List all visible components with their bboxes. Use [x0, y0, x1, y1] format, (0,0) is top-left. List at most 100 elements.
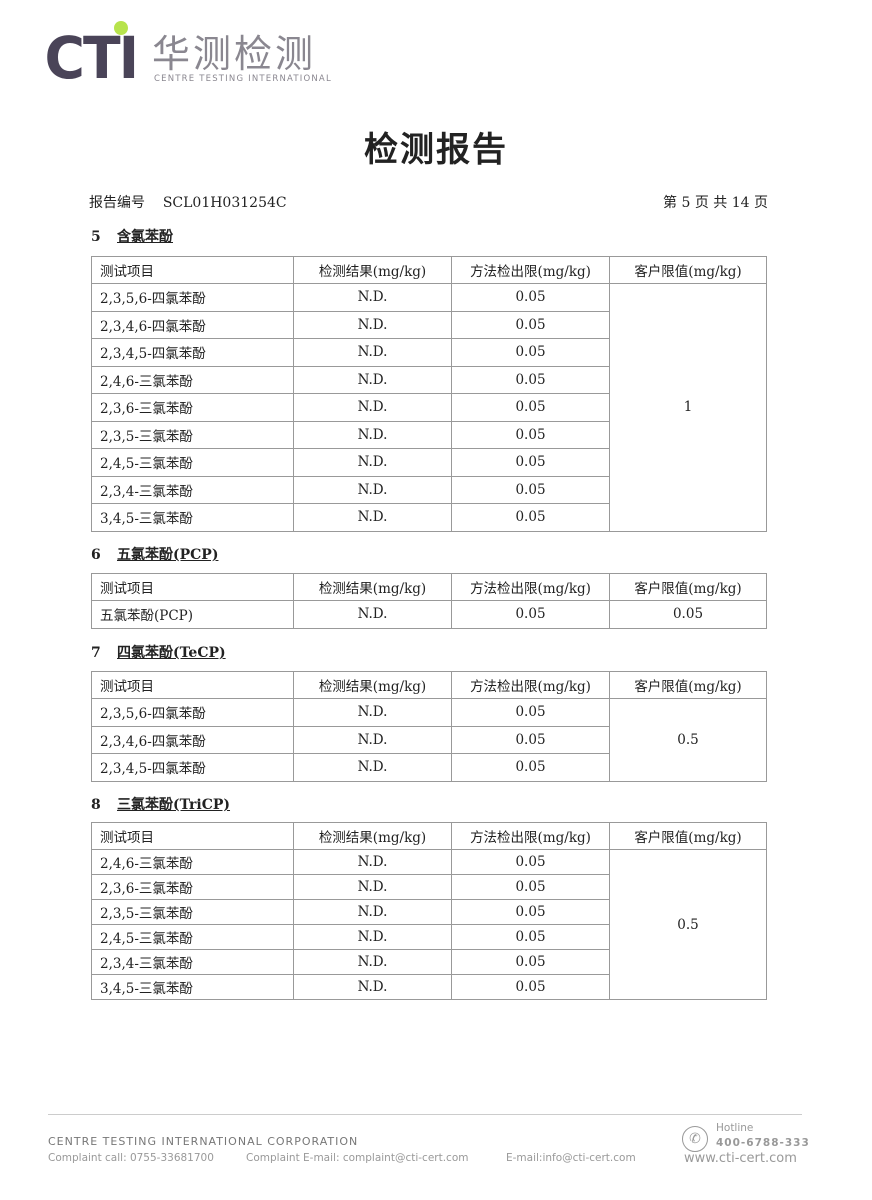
test-item-cell: 2,3,4-三氯苯酚	[91, 475, 294, 504]
table-row: 2,3,4-三氯苯酚 N.D. 0.05	[91, 949, 767, 975]
phone-icon: ✆	[682, 1126, 708, 1152]
test-item-cell: 2,3,4,6-四氯苯酚	[91, 310, 294, 339]
client-limit-cell: 0.5	[609, 698, 767, 782]
test-item-cell: 2,3,4-三氯苯酚	[91, 949, 294, 975]
test-item-cell: 3,4,5-三氯苯酚	[91, 503, 294, 532]
table-row: 2,3,5-三氯苯酚 N.D. 0.05	[91, 420, 767, 449]
section-number: 6	[91, 547, 101, 563]
table-header-row: 测试项目 检测结果(mg/kg) 方法检出限(mg/kg) 客户限值(mg/kg)	[91, 573, 767, 601]
table-row: 2,3,5,6-四氯苯酚 N.D. 0.05 0.5	[91, 698, 767, 782]
test-item-cell: 2,4,5-三氯苯酚	[91, 448, 294, 477]
results-table: 测试项目 检测结果(mg/kg) 方法检出限(mg/kg) 客户限值(mg/kg) 2,…	[91, 256, 767, 532]
logo-brand: CTI	[44, 24, 139, 92]
section-name: 五氯苯酚(PCP)	[117, 547, 219, 563]
client-limit-cell: 0.5	[609, 849, 767, 1000]
section-heading: 5 含氯苯酚	[91, 226, 173, 246]
column-header: 测试项目	[91, 256, 294, 284]
result-cell: N.D.	[293, 283, 452, 312]
table-header-row: 测试项目 检测结果(mg/kg) 方法检出限(mg/kg) 客户限值(mg/kg)	[91, 822, 767, 850]
footer-complaint-call: Complaint call: 0755-33681700	[48, 1152, 214, 1164]
client-limit-cell: 1	[609, 283, 767, 532]
detection-limit-cell: 0.05	[451, 849, 610, 875]
result-cell: N.D.	[293, 725, 452, 754]
detection-limit-cell: 0.05	[451, 974, 610, 1000]
footer-hotline: 400-6788-333	[716, 1137, 810, 1149]
result-cell: N.D.	[293, 899, 452, 925]
footer-hotline-label: Hotline	[716, 1122, 754, 1134]
result-cell: N.D.	[293, 310, 452, 339]
table-row: 2,3,5,6-四氯苯酚 N.D. 0.05 1	[91, 283, 767, 532]
section-heading: 8 三氯苯酚(TriCP)	[91, 794, 230, 814]
table-row: 2,3,4,5-四氯苯酚 N.D. 0.05	[91, 753, 767, 782]
table-row: 五氯苯酚(PCP) N.D. 0.05 0.05	[91, 600, 767, 629]
result-cell: N.D.	[293, 420, 452, 449]
result-cell: N.D.	[293, 338, 452, 367]
section-name: 四氯苯酚(TeCP)	[117, 645, 226, 661]
test-item-cell: 2,3,5-三氯苯酚	[91, 899, 294, 925]
test-item-cell: 2,3,6-三氯苯酚	[91, 393, 294, 422]
result-cell: N.D.	[293, 600, 452, 629]
result-cell: N.D.	[293, 365, 452, 394]
section-heading: 7 四氯苯酚(TeCP)	[91, 642, 226, 662]
results-table: 测试项目 检测结果(mg/kg) 方法检出限(mg/kg) 客户限值(mg/kg) 2,…	[91, 671, 767, 782]
result-cell: N.D.	[293, 874, 452, 900]
report-title: 检测报告	[364, 130, 508, 170]
logo-chinese: 华测检测	[152, 32, 317, 76]
result-cell: N.D.	[293, 475, 452, 504]
detection-limit-cell: 0.05	[451, 475, 610, 504]
column-header: 客户限值(mg/kg)	[609, 671, 767, 699]
table-row: 3,4,5-三氯苯酚 N.D. 0.05	[91, 503, 767, 532]
test-item-cell: 2,3,5,6-四氯苯酚	[91, 283, 294, 312]
column-header: 检测结果(mg/kg)	[293, 573, 452, 601]
footer-email: E-mail:info@cti-cert.com	[506, 1152, 636, 1164]
footer-company: CENTRE TESTING INTERNATIONAL CORPORATION	[48, 1135, 359, 1148]
column-header: 测试项目	[91, 822, 294, 850]
section-number: 8	[91, 797, 101, 813]
table-row: 2,3,4,6-四氯苯酚 N.D. 0.05	[91, 310, 767, 339]
table-row: 2,3,6-三氯苯酚 N.D. 0.05	[91, 393, 767, 422]
section-name: 三氯苯酚(TriCP)	[117, 797, 231, 813]
table-row: 3,4,5-三氯苯酚 N.D. 0.05	[91, 974, 767, 1000]
section-number: 7	[91, 645, 101, 661]
detection-limit-cell: 0.05	[451, 448, 610, 477]
column-header: 测试项目	[91, 573, 294, 601]
test-item-cell: 2,4,5-三氯苯酚	[91, 924, 294, 950]
column-header: 方法检出限(mg/kg)	[451, 671, 610, 699]
result-cell: N.D.	[293, 949, 452, 975]
column-header: 方法检出限(mg/kg)	[451, 822, 610, 850]
column-header: 检测结果(mg/kg)	[293, 671, 452, 699]
table-row: 2,4,5-三氯苯酚 N.D. 0.05	[91, 448, 767, 477]
footer-website: www.cti-cert.com	[684, 1151, 797, 1166]
result-cell: N.D.	[293, 849, 452, 875]
column-header: 方法检出限(mg/kg)	[451, 573, 610, 601]
table-header-row: 测试项目 检测结果(mg/kg) 方法检出限(mg/kg) 客户限值(mg/kg)	[91, 256, 767, 284]
test-item-cell: 2,4,6-三氯苯酚	[91, 365, 294, 394]
result-cell: N.D.	[293, 974, 452, 1000]
test-item-cell: 2,4,6-三氯苯酚	[91, 849, 294, 875]
test-item-cell: 2,3,6-三氯苯酚	[91, 874, 294, 900]
section-number: 5	[91, 229, 101, 245]
table-header-row: 测试项目 检测结果(mg/kg) 方法检出限(mg/kg) 客户限值(mg/kg)	[91, 671, 767, 699]
test-item-cell: 2,3,5-三氯苯酚	[91, 420, 294, 449]
footer-complaint-email: Complaint E-mail: complaint@cti-cert.com	[246, 1152, 469, 1164]
result-cell: N.D.	[293, 698, 452, 727]
test-item-cell: 2,3,5,6-四氯苯酚	[91, 698, 294, 727]
column-header: 方法检出限(mg/kg)	[451, 256, 610, 284]
page-indicator: 第 5 页 共 14 页	[663, 195, 768, 211]
detection-limit-cell: 0.05	[451, 420, 610, 449]
column-header: 客户限值(mg/kg)	[609, 256, 767, 284]
detection-limit-cell: 0.05	[451, 283, 610, 312]
column-header: 检测结果(mg/kg)	[293, 256, 452, 284]
table-row: 2,3,5-三氯苯酚 N.D. 0.05	[91, 899, 767, 925]
detection-limit-cell: 0.05	[451, 338, 610, 367]
column-header: 测试项目	[91, 671, 294, 699]
logo-english: CENTRE TESTING INTERNATIONAL	[154, 74, 332, 84]
table-row: 2,4,5-三氯苯酚 N.D. 0.05	[91, 924, 767, 950]
detection-limit-cell: 0.05	[451, 698, 610, 727]
detection-limit-cell: 0.05	[451, 393, 610, 422]
detection-limit-cell: 0.05	[451, 753, 610, 782]
test-item-cell: 2,3,4,5-四氯苯酚	[91, 753, 294, 782]
test-item-cell: 3,4,5-三氯苯酚	[91, 974, 294, 1000]
result-cell: N.D.	[293, 753, 452, 782]
